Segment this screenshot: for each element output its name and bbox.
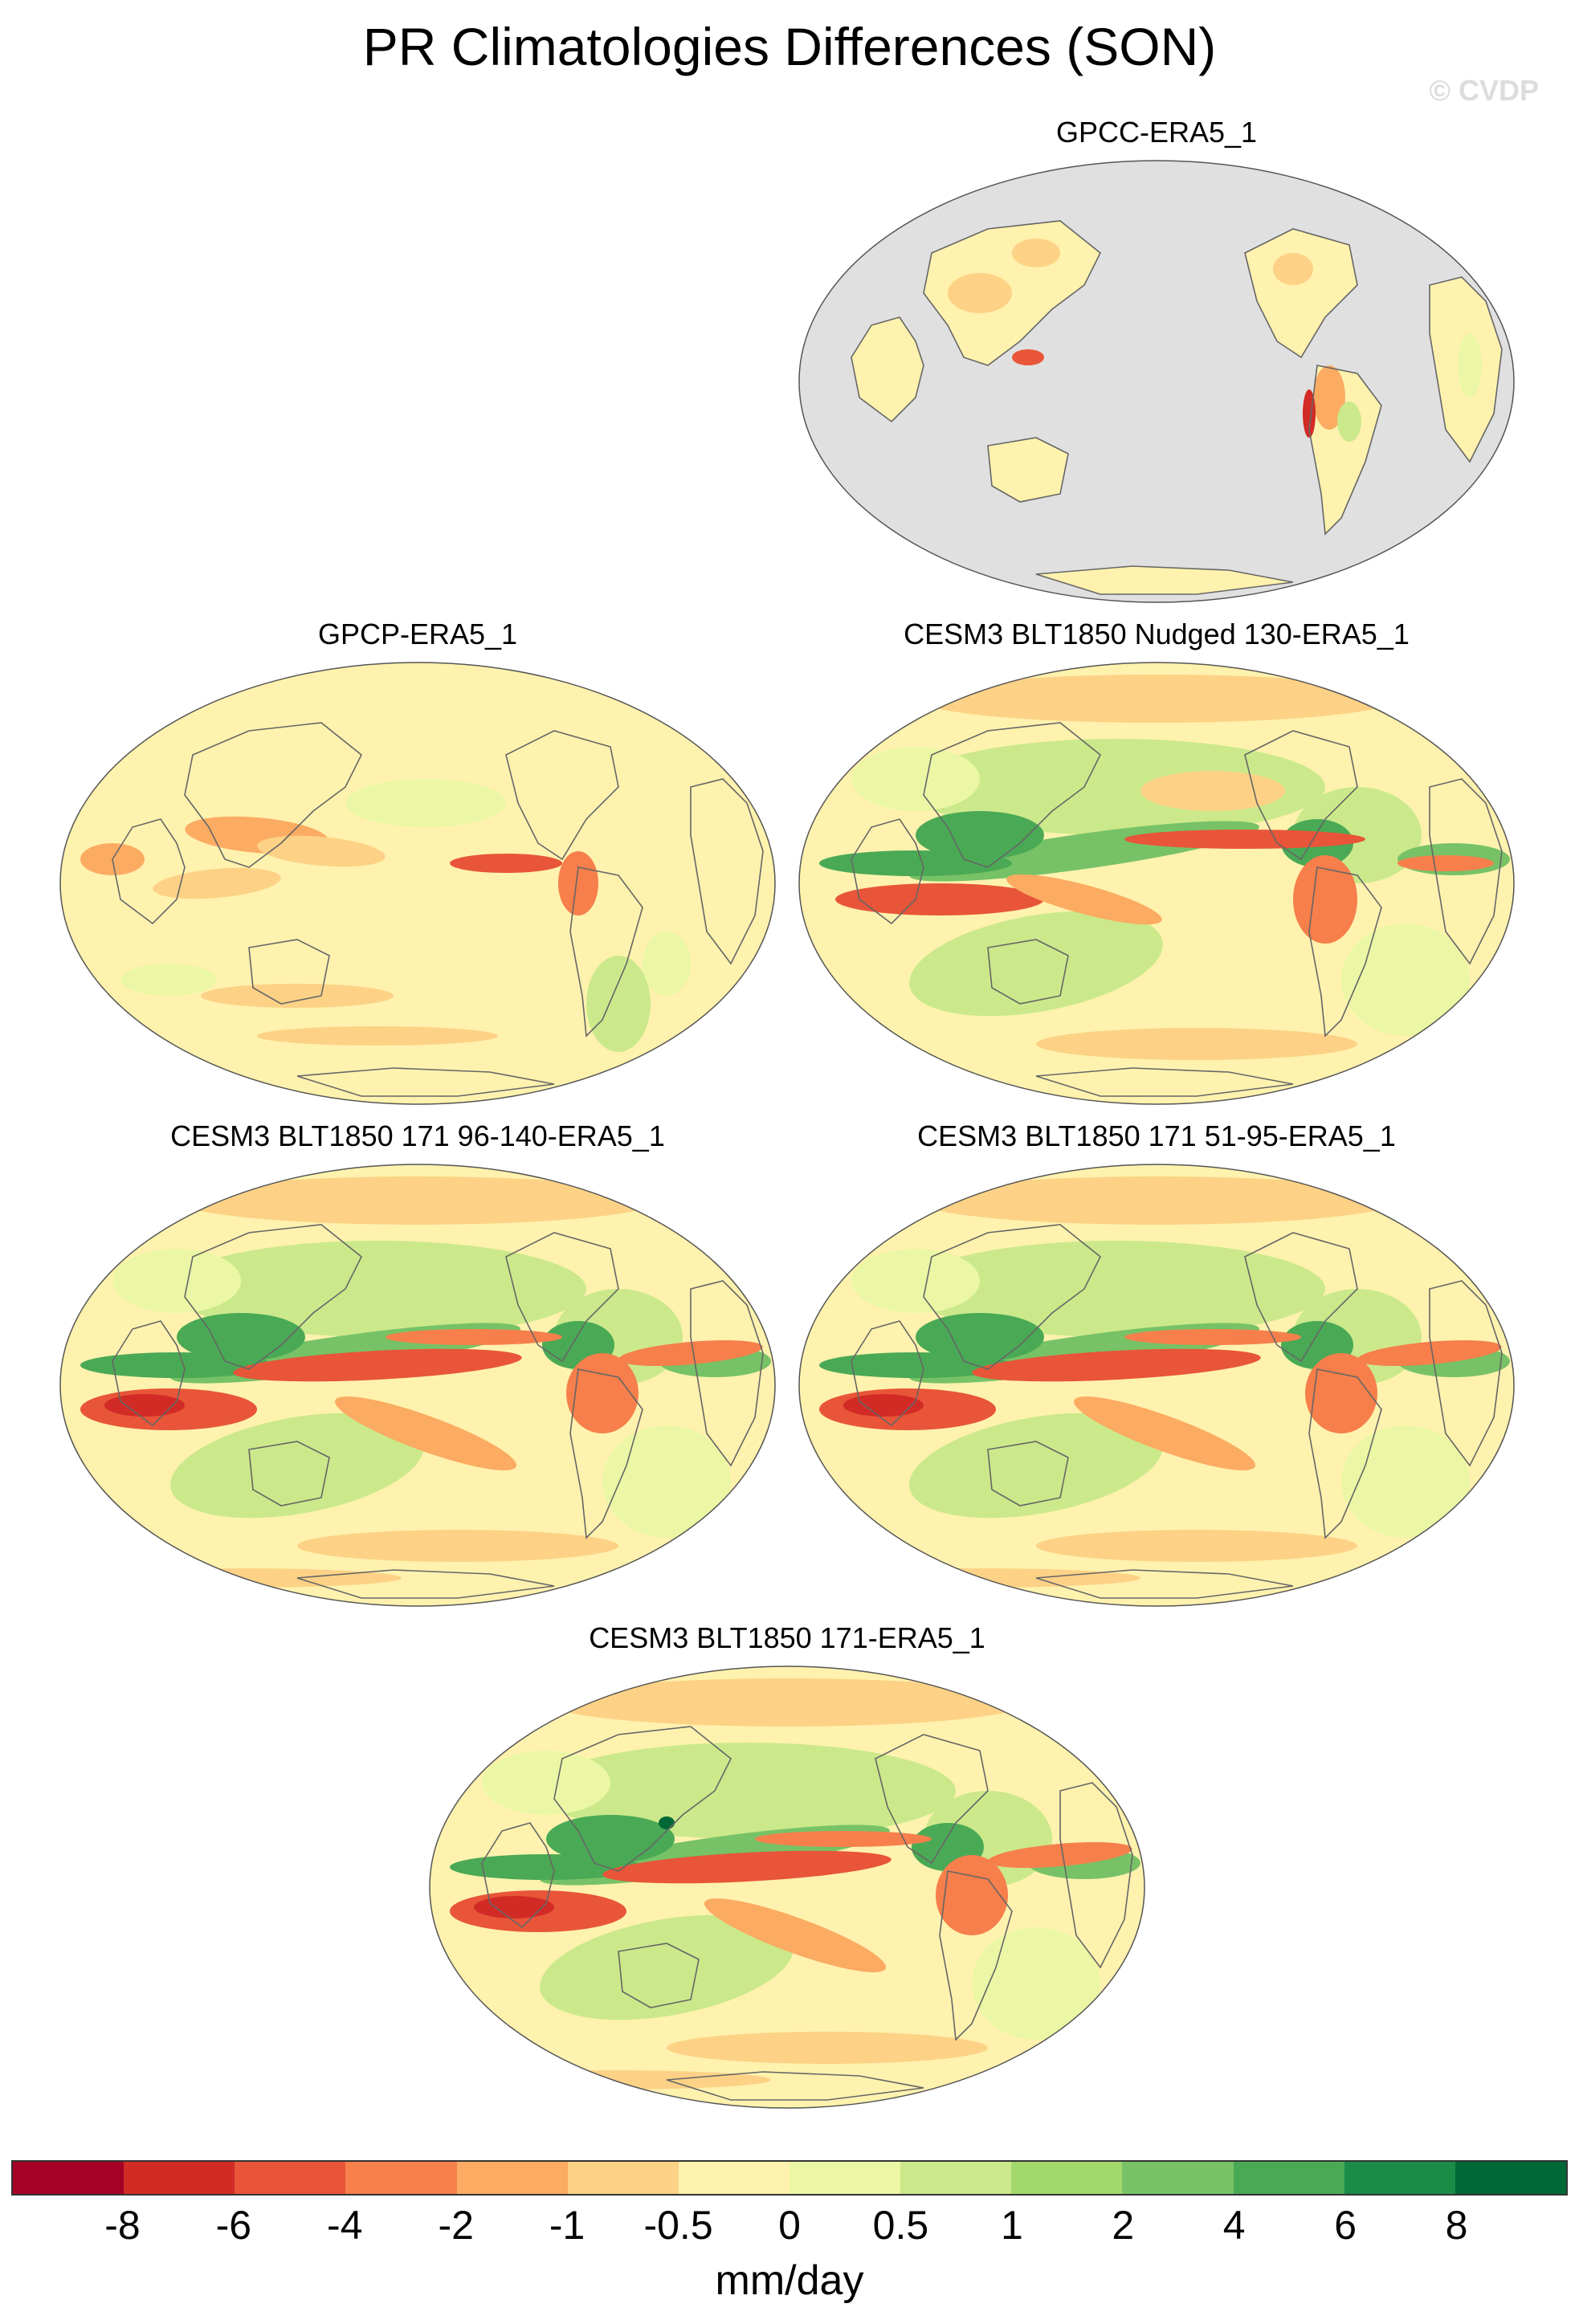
colorbar-swatch: [13, 2162, 124, 2194]
colorbar-swatch: [345, 2162, 457, 2194]
colorbar-tick-label: 2: [1112, 2203, 1135, 2248]
watermark: © CVDP: [1429, 74, 1539, 107]
colorbar-swatch: [1455, 2162, 1566, 2194]
map-panel-171: CESM3 BLT1850 171-ERA5_1: [426, 1618, 1149, 2116]
colorbar-tick-label: -4: [327, 2203, 363, 2248]
colorbar-tick-label: -1: [549, 2203, 585, 2248]
colorbar: -8 -6 -4 -2 -1 -0.5 0 0.5 1 2 4 6 8: [11, 2160, 1568, 2248]
figure-title: PR Climatologies Differences (SON): [362, 17, 1217, 76]
colorbar-swatch: [1122, 2162, 1234, 2194]
map-panel-gpcp: GPCP-ERA5_1: [56, 614, 779, 1112]
map-51-95: [798, 1164, 1515, 1607]
colorbar-tick-label: -0.5: [643, 2203, 713, 2248]
panel-title: GPCC-ERA5_1: [1055, 116, 1258, 149]
map-gpcc: [798, 160, 1515, 603]
colorbar-swatches: [11, 2160, 1568, 2196]
map-panel-96-140: CESM3 BLT1850 171 96-140-ERA5_1: [56, 1116, 779, 1614]
colorbar-tick-label: -2: [438, 2203, 474, 2248]
panel-title: CESM3 BLT1850 171 51-95-ERA5_1: [917, 1119, 1396, 1152]
colorbar-swatch: [1011, 2162, 1123, 2194]
colorbar-tick-label: 6: [1334, 2203, 1357, 2248]
colorbar-tick-label: -8: [104, 2203, 141, 2248]
panel-title: CESM3 BLT1850 171 96-140-ERA5_1: [170, 1119, 665, 1152]
colorbar-tick-label: 1: [1000, 2203, 1023, 2248]
map-panel-nudged: CESM3 BLT1850 Nudged 130-ERA5_1: [795, 614, 1518, 1112]
panel-title: CESM3 BLT1850 Nudged 130-ERA5_1: [904, 618, 1410, 650]
colorbar-tick-label: 4: [1222, 2203, 1246, 2248]
panel-title: GPCP-ERA5_1: [317, 618, 518, 650]
colorbar-tick-label: 0: [778, 2203, 801, 2248]
map-171: [429, 1666, 1145, 2109]
map-96-140: [59, 1164, 776, 1607]
colorbar-swatch: [1233, 2162, 1344, 2194]
colorbar-tick-label: 0.5: [872, 2203, 929, 2248]
panel-title: CESM3 BLT1850 171-ERA5_1: [589, 1621, 985, 1654]
colorbar-tick-label: -6: [215, 2203, 252, 2248]
map-panel-51-95: CESM3 BLT1850 171 51-95-ERA5_1: [795, 1116, 1518, 1614]
colorbar-ticks: -8 -6 -4 -2 -1 -0.5 0 0.5 1 2 4 6 8: [11, 2196, 1568, 2248]
map-gpcp: [59, 662, 776, 1105]
colorbar-swatch: [678, 2162, 790, 2194]
colorbar-swatch: [456, 2162, 568, 2194]
colorbar-tick-label: 8: [1445, 2203, 1468, 2248]
colorbar-swatch: [900, 2162, 1012, 2194]
map-panel-gpcc: GPCC-ERA5_1: [795, 112, 1518, 610]
colorbar-swatch: [124, 2162, 235, 2194]
colorbar-swatch: [1344, 2162, 1455, 2194]
colorbar-swatch: [567, 2162, 679, 2194]
colorbar-unit: mm/day: [715, 2257, 864, 2304]
map-nudged: [798, 662, 1515, 1105]
colorbar-swatch: [235, 2162, 346, 2194]
colorbar-swatch: [789, 2162, 901, 2194]
